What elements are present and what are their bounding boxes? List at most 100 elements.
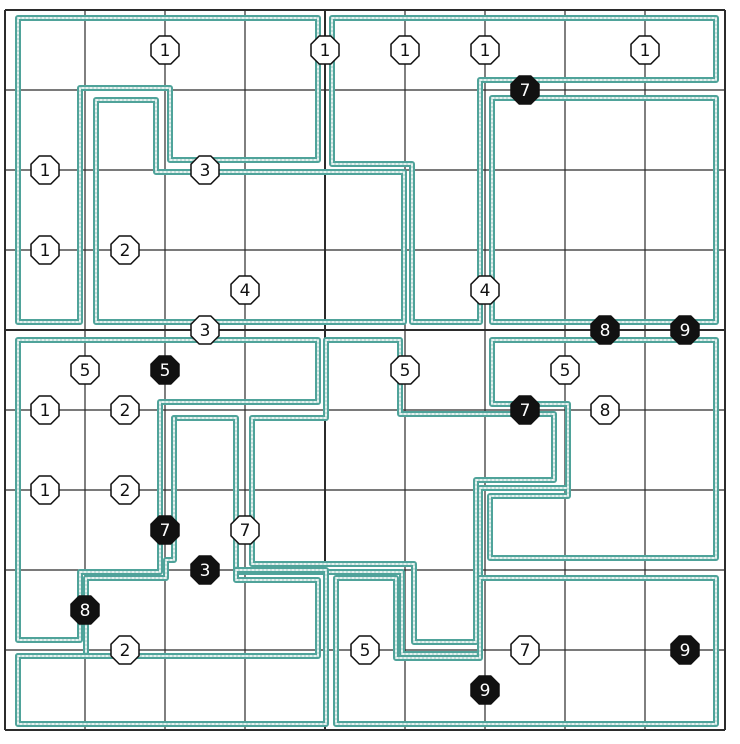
clue-octagon-filled — [670, 315, 700, 345]
clue-octagon-outline — [230, 515, 260, 545]
clue-octagon-filled — [590, 315, 620, 345]
clue-number: 3 — [200, 161, 211, 181]
clue-number: 7 — [240, 521, 251, 541]
region-outline-inner — [17, 17, 319, 323]
clue-number: 8 — [600, 401, 611, 421]
clue-white: 1 — [30, 155, 60, 185]
region-outline-inner — [491, 97, 717, 323]
clue-number: 5 — [360, 641, 371, 661]
clue-white: 1 — [30, 475, 60, 505]
clue-number: 1 — [480, 41, 491, 61]
clue-white: 7 — [230, 515, 260, 545]
clue-white: 3 — [190, 315, 220, 345]
clue-number: 1 — [40, 401, 51, 421]
clue-octagon-outline — [470, 275, 500, 305]
region-outline — [171, 337, 719, 657]
clue-white: 5 — [390, 355, 420, 385]
clue-white: 1 — [30, 235, 60, 265]
clue-octagon-outline — [390, 355, 420, 385]
clue-white: 7 — [510, 635, 540, 665]
clue-octagon-filled — [510, 75, 540, 105]
clue-white: 4 — [470, 275, 500, 305]
clue-number: 4 — [240, 281, 251, 301]
clue-white: 2 — [110, 635, 140, 665]
clue-octagon-outline — [190, 155, 220, 185]
region-outline — [15, 415, 177, 659]
clue-number: 4 — [480, 281, 491, 301]
clue-number: 2 — [120, 481, 131, 501]
clue-number: 1 — [40, 161, 51, 181]
clue-number: 8 — [600, 321, 611, 341]
clue-octagon-outline — [190, 315, 220, 345]
region-outline-outer — [171, 337, 719, 657]
clue-black: 5 — [150, 355, 180, 385]
region-outline — [93, 97, 407, 325]
clue-number: 3 — [200, 561, 211, 581]
clue-black: 7 — [150, 515, 180, 545]
region-outline — [15, 15, 321, 325]
clue-octagon-outline — [470, 35, 500, 65]
region-outline-outer — [15, 567, 329, 727]
clue-white: 5 — [550, 355, 580, 385]
clue-octagon-outline — [350, 635, 380, 665]
region-outline — [329, 15, 719, 325]
clue-octagon-filled — [670, 635, 700, 665]
region-outline — [15, 337, 321, 643]
region-outline-outer — [15, 415, 177, 659]
clue-black: 7 — [510, 395, 540, 425]
clue-number: 1 — [160, 41, 171, 61]
clue-white: 1 — [470, 35, 500, 65]
clue-white: 1 — [310, 35, 340, 65]
clue-white: 2 — [110, 475, 140, 505]
clue-number: 5 — [80, 361, 91, 381]
clue-number: 1 — [640, 41, 651, 61]
region-outline-inner — [331, 17, 717, 323]
clue-octagon-outline — [110, 475, 140, 505]
clue-white: 1 — [630, 35, 660, 65]
clue-octagon-outline — [510, 635, 540, 665]
clue-number: 7 — [520, 641, 531, 661]
clue-number: 8 — [80, 601, 91, 621]
clue-octagon-outline — [550, 355, 580, 385]
clue-white: 2 — [110, 235, 140, 265]
region-outline — [249, 337, 557, 645]
clue-octagon-outline — [30, 475, 60, 505]
region-outline-inner — [17, 339, 319, 641]
clue-black: 8 — [70, 595, 100, 625]
clue-number: 2 — [120, 241, 131, 261]
region-outline-inner — [335, 577, 717, 725]
clue-number: 9 — [480, 681, 491, 701]
grid-lines — [4, 9, 726, 731]
region-outline-inner — [17, 417, 175, 657]
clue-octagon-outline — [110, 395, 140, 425]
region-outline — [333, 575, 719, 727]
clue-white: 5 — [70, 355, 100, 385]
clue-octagon-filled — [190, 555, 220, 585]
clue-number: 7 — [520, 81, 531, 101]
clue-number: 7 — [520, 401, 531, 421]
clue-octagon-filled — [70, 595, 100, 625]
region-outline-inner — [251, 339, 555, 643]
region-outline — [15, 567, 329, 727]
clue-number: 7 — [160, 521, 171, 541]
region-outline — [489, 95, 719, 325]
clue-octagon-outline — [70, 355, 100, 385]
clue-octagon-outline — [30, 155, 60, 185]
clue-octagon-outline — [110, 235, 140, 265]
clue-number: 1 — [400, 41, 411, 61]
clue-black: 9 — [470, 675, 500, 705]
clue-number: 1 — [40, 481, 51, 501]
clue-white: 1 — [30, 395, 60, 425]
clue-white: 8 — [590, 395, 620, 425]
clue-octagon-outline — [630, 35, 660, 65]
clue-octagon-outline — [110, 635, 140, 665]
clue-number: 1 — [40, 241, 51, 261]
clue-number: 1 — [320, 41, 331, 61]
clue-white: 5 — [350, 635, 380, 665]
clue-black: 9 — [670, 635, 700, 665]
region-outline-inner — [173, 339, 717, 655]
clue-octagon-outline — [30, 395, 60, 425]
clue-octagon-filled — [510, 395, 540, 425]
clue-black: 7 — [510, 75, 540, 105]
